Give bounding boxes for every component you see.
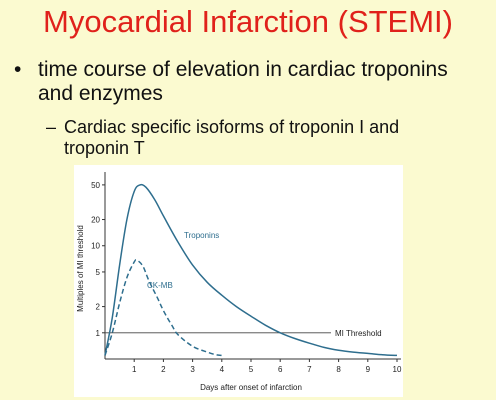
x-tick-label: 4 (220, 365, 225, 374)
x-tick-label: 9 (366, 365, 371, 374)
sub-bullet-dash: – (46, 117, 57, 137)
x-tick-label: 3 (190, 365, 195, 374)
sub-bullet-text: Cardiac specific isoforms of troponin I … (64, 117, 400, 158)
chart-svg: 1 2 5 10 20 50 1 2 3 4 5 6 7 8 9 10 Days after onset of… (76, 172, 402, 392)
y-tick-label: 2 (96, 303, 101, 312)
y-tick-label: 50 (91, 181, 100, 190)
chart-labels: Days after onset of infarction Multiples … (76, 225, 382, 392)
x-tick-label: 8 (336, 365, 341, 374)
chart-axes (104, 172, 401, 360)
mi-threshold-label: MI Threshold (335, 329, 382, 338)
x-tick-label: 7 (307, 365, 312, 374)
x-tick-label: 6 (278, 365, 283, 374)
y-axis-label: Multiples of MI threshold (76, 225, 85, 312)
bullet-dot: • (14, 58, 22, 81)
ck-mb-label: CK-MB (147, 281, 173, 290)
y-tick-label: 10 (91, 242, 100, 251)
troponins-line (104, 183, 398, 357)
x-tick-label: 5 (249, 365, 254, 374)
bullet-text: time course of elevation in cardiac trop… (38, 58, 448, 105)
chart-ticks: 1 2 5 10 20 50 1 2 3 4 5 6 7 8 9 10 (91, 181, 402, 374)
x-tick-label: 10 (393, 365, 402, 374)
x-tick-label: 1 (132, 365, 137, 374)
y-tick-label: 5 (96, 268, 101, 277)
y-tick-label: 1 (96, 329, 101, 338)
x-tick-label: 2 (161, 365, 166, 374)
y-tick-label: 20 (91, 216, 100, 225)
troponin-chart: 1 2 5 10 20 50 1 2 3 4 5 6 7 8 9 10 Days after onset of… (74, 165, 403, 397)
troponins-label: Troponins (184, 231, 219, 240)
chart-lines (104, 183, 398, 357)
ck-mb-line (104, 259, 222, 357)
slide-title: Myocardial Infarction (STEMI) (43, 4, 453, 39)
x-axis-label: Days after onset of infarction (200, 383, 302, 392)
